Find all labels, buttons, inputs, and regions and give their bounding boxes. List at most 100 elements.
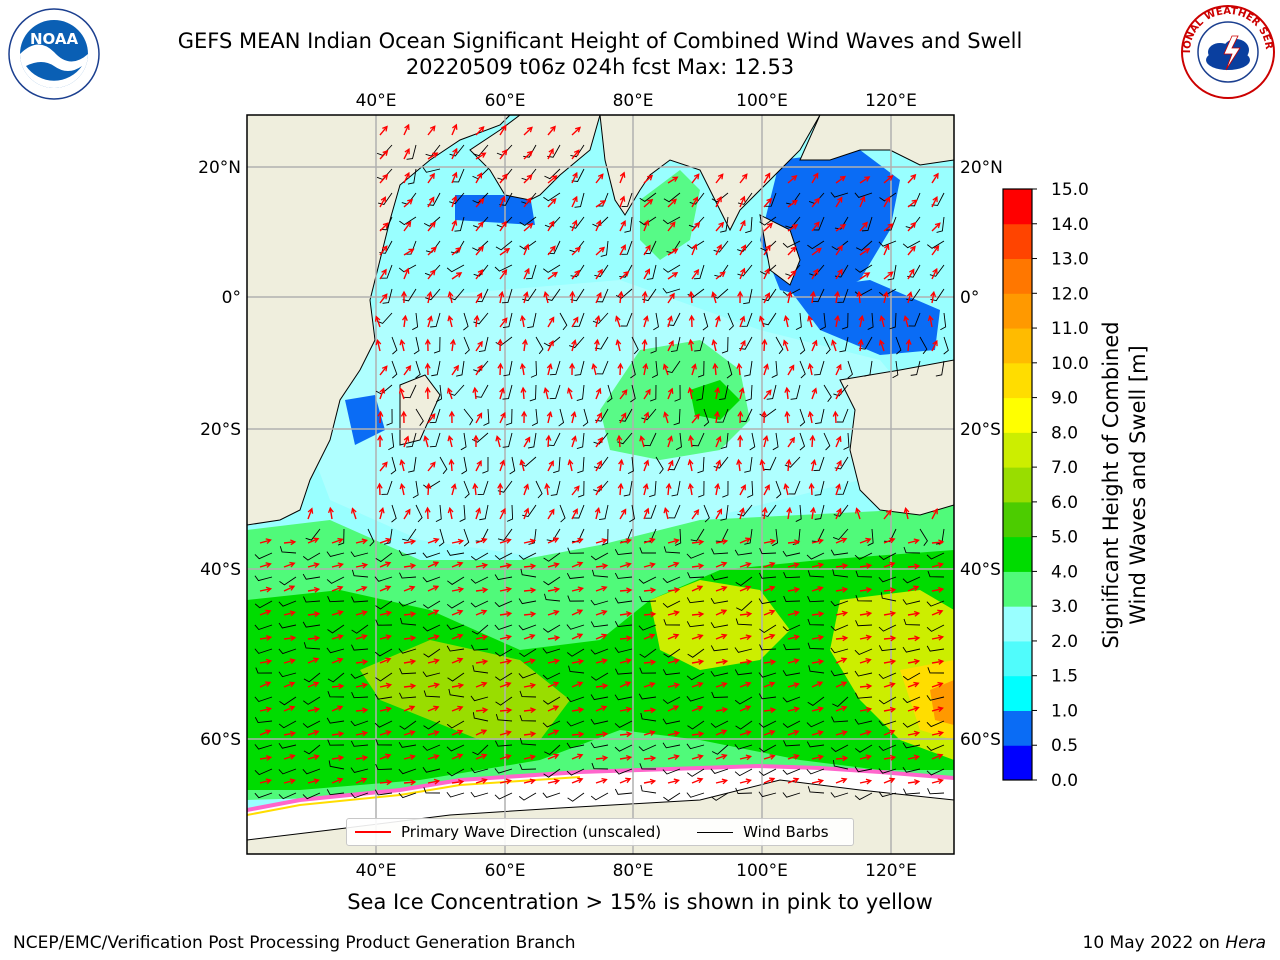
wave-arrow: [523, 197, 532, 208]
wave-arrow: [715, 660, 727, 664]
wave-arrow: [835, 460, 842, 472]
wave-arrow-head: [759, 458, 766, 466]
wave-arrow: [499, 460, 505, 472]
wave-arrow: [571, 246, 581, 256]
wave-arrow: [379, 508, 384, 520]
wave-arrow-head: [663, 411, 669, 418]
wave-arrow-head: [264, 681, 272, 687]
wind-barb: [737, 240, 753, 253]
wave-arrow-head: [761, 410, 768, 417]
wind-barb: [399, 692, 417, 699]
wave-arrow-head: [841, 610, 849, 617]
wave-arrow-head: [448, 410, 455, 417]
wave-arrow-head: [783, 483, 790, 490]
wind-barb: [567, 792, 585, 802]
wind-barb: [408, 456, 417, 473]
wave-arrow: [787, 459, 790, 472]
wave-arrow-head: [765, 389, 772, 396]
wind-barb: [422, 600, 441, 609]
wave-arrow: [810, 483, 813, 496]
wind-barb: [470, 791, 489, 798]
wind-barb: [423, 690, 441, 698]
wind-barb: [470, 695, 489, 702]
wave-arrow-head: [856, 290, 863, 297]
wave-arrow: [403, 781, 416, 784]
wave-arrow: [835, 224, 846, 232]
wave-arrow-head: [721, 538, 729, 545]
wave-arrow-head: [841, 705, 848, 712]
wave-arrow-head: [432, 152, 439, 158]
wave-arrow: [259, 756, 271, 760]
wind-barb: [903, 546, 921, 554]
wave-arrow-head: [553, 778, 561, 785]
wave-arrow: [331, 635, 343, 640]
wind-barb: [543, 576, 561, 586]
wind-barb: [782, 550, 801, 557]
wave-arrow: [331, 658, 343, 664]
wind-barb: [528, 528, 537, 545]
wave-arrow: [931, 636, 943, 640]
wave-arrow-head: [481, 753, 488, 760]
wave-arrow-head: [548, 460, 554, 467]
wave-arrow: [403, 199, 413, 208]
wave-arrow: [331, 685, 344, 688]
wave-arrow: [403, 509, 411, 520]
wave-arrow: [643, 563, 655, 568]
band-6m-west: [360, 640, 570, 740]
wave-arrow: [787, 611, 799, 616]
wave-arrow-head: [739, 507, 745, 514]
wave-arrow-head: [447, 506, 454, 514]
wave-arrow: [547, 682, 559, 688]
wave-arrow: [307, 779, 319, 784]
wind-barb: [594, 264, 609, 278]
wave-arrow-head: [649, 778, 657, 785]
wave-arrow-head: [497, 362, 504, 369]
wave-arrow: [643, 364, 647, 376]
wave-arrow-head: [526, 174, 533, 181]
wave-arrow-head: [350, 507, 357, 514]
wave-arrow: [499, 125, 507, 136]
wave-arrow: [403, 612, 416, 616]
wind-barb: [375, 552, 393, 563]
wave-arrow: [835, 538, 847, 544]
wave-arrow-head: [481, 778, 488, 784]
wind-barb: [439, 456, 448, 475]
wave-arrow-head: [377, 410, 384, 417]
wave-arrow: [400, 340, 405, 352]
wave-arrow: [855, 508, 861, 520]
wave-arrow: [763, 268, 770, 280]
wave-arrow: [931, 731, 943, 736]
wave-arrow-head: [379, 387, 386, 394]
wave-arrow-head: [793, 610, 800, 617]
wind-barb: [878, 744, 897, 752]
wave-arrow-head: [865, 563, 873, 569]
wind-barb: [566, 768, 585, 776]
wind-barb: [926, 744, 945, 751]
wave-arrow-head: [840, 681, 848, 687]
wave-arrow-head: [481, 562, 489, 569]
wave-arrow: [931, 268, 938, 280]
wind-barb: [744, 528, 753, 545]
wave-arrow: [523, 508, 529, 520]
date-stamp: 10 May 2022 on Hera: [1083, 933, 1267, 953]
wind-barb: [735, 720, 753, 730]
wave-arrow: [331, 610, 343, 616]
wave-arrow-head: [927, 314, 934, 322]
wave-arrow-head: [575, 126, 582, 133]
map-field: [247, 115, 954, 854]
wind-barb: [884, 216, 897, 231]
wave-arrow: [739, 268, 746, 280]
wave-arrow-head: [289, 778, 296, 785]
wave-arrow-head: [817, 538, 824, 545]
wind-barb: [906, 288, 921, 302]
wave-arrow-head: [641, 338, 648, 345]
map-legend: Primary Wave Direction (unscaled) Wind B…: [346, 818, 854, 846]
wave-arrow: [544, 292, 549, 304]
wave-arrow: [689, 484, 693, 496]
wave-arrow: [907, 755, 919, 760]
wave-arrow: [643, 634, 655, 640]
wave-arrow-head: [618, 458, 624, 466]
wave-arrow: [595, 733, 608, 736]
wave-arrow-head: [427, 315, 433, 322]
wave-arrow: [475, 221, 484, 232]
